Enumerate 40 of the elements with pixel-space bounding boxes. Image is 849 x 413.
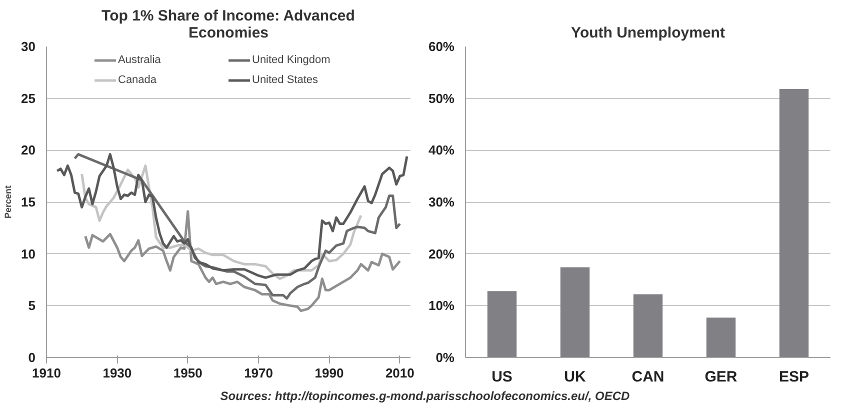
legend-label: Canada	[118, 74, 158, 86]
x-tick-label: 1950	[173, 366, 202, 380]
bar	[779, 89, 809, 358]
y-tick-label: 10	[21, 246, 36, 262]
bar	[560, 267, 590, 358]
chart-title: Top 1% Share of Income: Advanced Economies	[102, 8, 355, 42]
bar	[487, 291, 517, 358]
bar	[633, 294, 663, 358]
y-tick-label: 20%	[428, 246, 455, 262]
line-series	[84, 210, 402, 312]
legend-label: United States	[252, 74, 320, 86]
y-tick-label: 0%	[436, 350, 455, 365]
y-tick-label: 40%	[428, 142, 455, 158]
x-tick-label: UK	[564, 368, 586, 386]
y-tick-label: 15	[21, 194, 36, 210]
x-tick-label: US	[492, 368, 512, 386]
source-note: Sources: http://topincomes.g-mond.parisschoolofeconomics.eu/, OECD	[220, 388, 630, 405]
y-tick-label: 25	[21, 90, 36, 106]
y-axis-title: Percent	[3, 185, 14, 219]
legend-label: Australia	[118, 54, 162, 66]
x-tick-label: 1910	[32, 366, 61, 380]
x-tick-label: 1930	[102, 366, 132, 380]
bar	[706, 318, 736, 358]
x-tick-label: 1970	[244, 366, 273, 380]
y-tick-label: 60%	[428, 39, 455, 54]
x-tick-label: CAN	[632, 368, 664, 386]
y-tick-label: 20	[21, 142, 36, 158]
y-tick-label: 10%	[428, 298, 455, 314]
x-tick-label: 2010	[385, 366, 414, 380]
y-tick-label: 30%	[428, 194, 455, 210]
y-tick-label: 50%	[428, 90, 455, 106]
y-tick-label: 0	[28, 350, 36, 365]
x-tick-label: GER	[704, 368, 738, 386]
y-tick-label: 30	[21, 39, 36, 54]
line-series	[56, 153, 408, 279]
legend-label: United Kingdom	[252, 54, 332, 66]
x-tick-label: ESP	[778, 368, 810, 386]
y-tick-label: 5	[28, 298, 36, 314]
chart-title: Youth Unemployment	[571, 24, 725, 42]
x-tick-label: 1990	[314, 366, 344, 380]
